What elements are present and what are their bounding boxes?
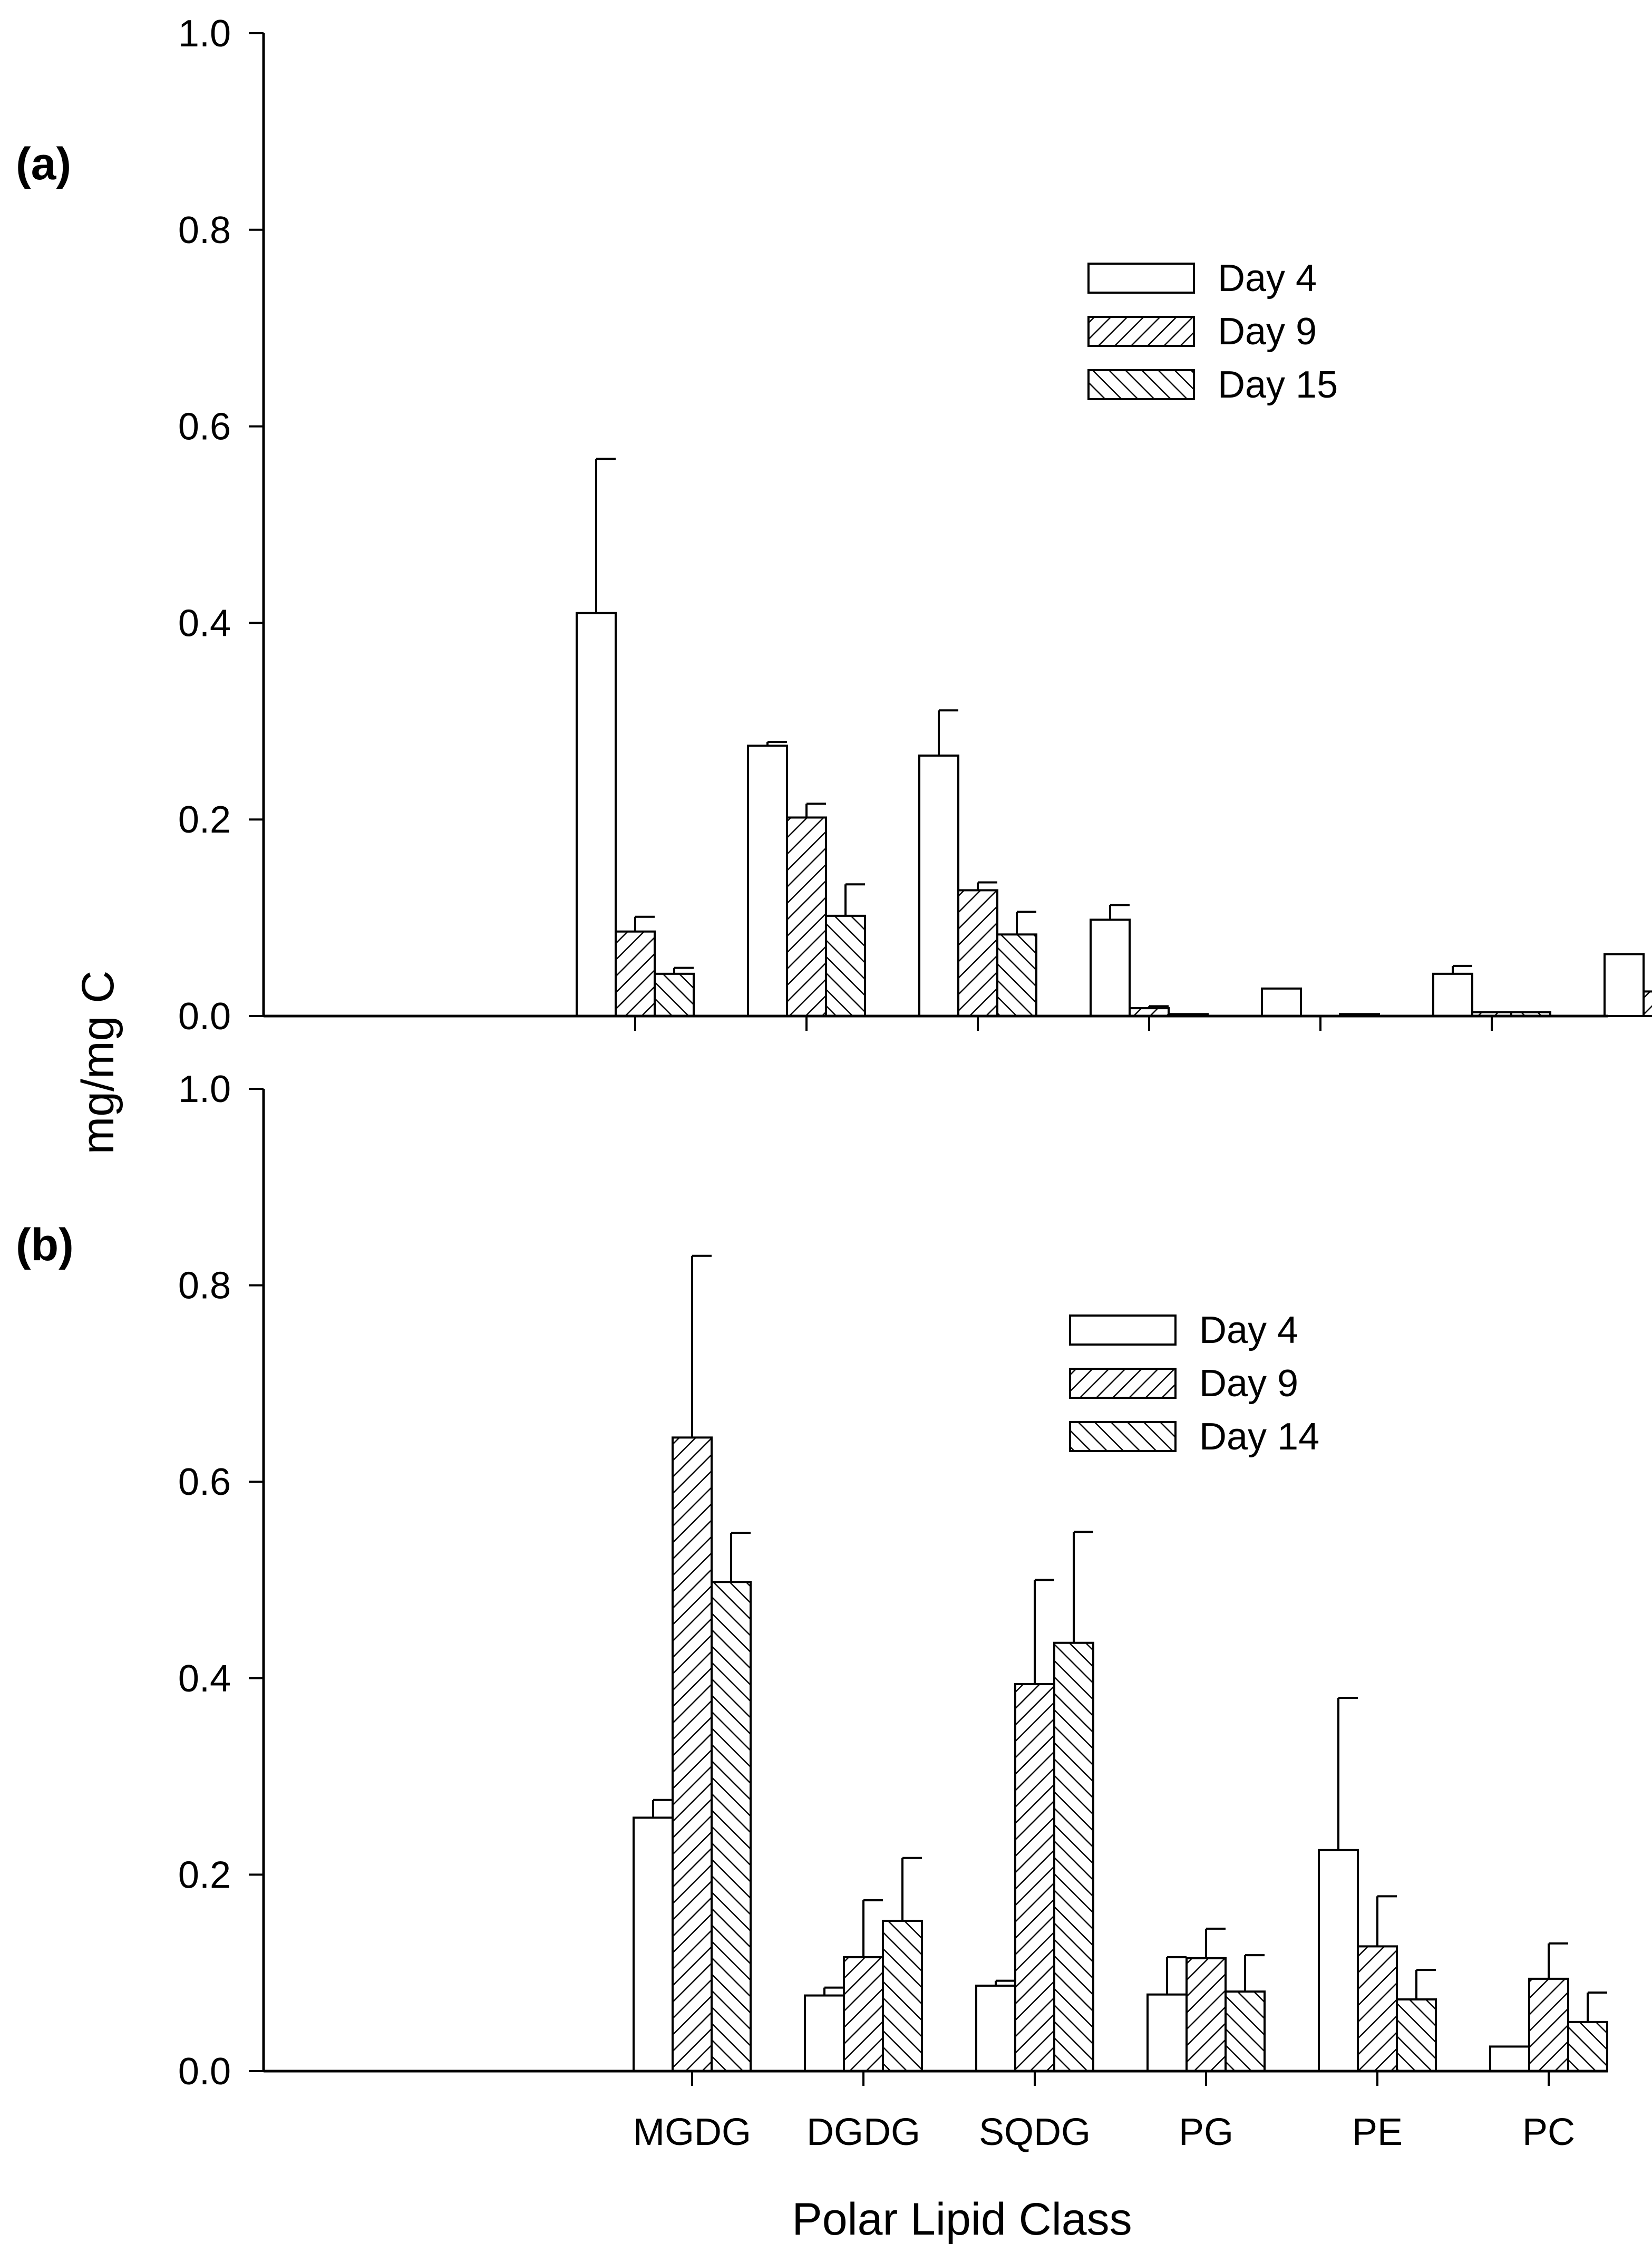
- panel-b-legend-swatch-day-9: [1069, 1368, 1177, 1399]
- panel-b-bar-pg-day-9: [1185, 1957, 1227, 2072]
- panel-a-y-tick-label: 0.0: [178, 995, 231, 1038]
- panel-b-y-tick-label: 0.2: [178, 1854, 231, 1896]
- panel-b-legend-label-day-14: Day 14: [1199, 1416, 1319, 1458]
- panel-a-y-tick-label: 0.4: [178, 602, 231, 644]
- panel-a-label: (a): [16, 139, 71, 189]
- panel-a-bar-dgts-day-4: [1604, 953, 1645, 1017]
- panel-b-bar-sqdg-day-4: [975, 1984, 1016, 2072]
- panel-b-bar-mgdg-day-14: [711, 1581, 752, 2073]
- x-axis-title: Polar Lipid Class: [792, 2194, 1132, 2245]
- panel-b-bar-pe-day-9: [1357, 1945, 1398, 2072]
- panel-b-legend-swatch-day-4: [1069, 1314, 1177, 1346]
- panel-b-bar-pc-day-9: [1528, 1977, 1569, 2072]
- panel-b-y-tick-label: 0.4: [178, 1658, 231, 1700]
- panel-b-chart: (b) 0.0 0.2 0.4 0.6 0.8 1.0 MGDG DGDG SQDG PG PE PC D…: [16, 1068, 1608, 2153]
- panel-a-legend-swatch-day-15: [1087, 369, 1195, 400]
- panel-b-y-tick-label: 0.8: [178, 1265, 231, 1307]
- panel-b-bar-sqdg-day-9: [1014, 1683, 1055, 2072]
- panel-a-legend-swatch-day-9: [1087, 316, 1195, 347]
- panel-b-legend-label-day-4: Day 4: [1199, 1309, 1298, 1351]
- panel-a-legend: Day 4 Day 9 Day 15: [1087, 257, 1338, 406]
- panel-a-bar-sqdg-day-4: [918, 755, 959, 1018]
- panel-a-bar-mgdg-day-9: [615, 930, 656, 1018]
- panel-a-bar-pe-day-4: [1261, 987, 1302, 1017]
- panel-a-bar-mgdg-day-15: [654, 972, 695, 1018]
- panel-b-bar-pc-day-14: [1567, 2021, 1608, 2073]
- panel-b-bar-pc-day-4: [1489, 2045, 1530, 2073]
- panel-b-category-label-pe: PE: [1352, 2111, 1403, 2153]
- panel-a-y-tick-label: 0.6: [178, 406, 231, 448]
- panel-a-legend-swatch-day-4: [1087, 263, 1195, 294]
- panel-a-y-tick-label: 0.2: [178, 799, 231, 841]
- panel-b-bar-mgdg-day-4: [633, 1816, 674, 2072]
- panel-a-y-tick-label: 0.8: [178, 209, 231, 252]
- panel-b-bar-pe-day-14: [1396, 1998, 1437, 2072]
- panel-b-bar-pg-day-4: [1146, 1993, 1188, 2073]
- panel-a-bar-mgdg-day-4: [576, 612, 617, 1017]
- panel-b-bar-pe-day-4: [1318, 1849, 1359, 2072]
- panel-b-bar-mgdg-day-9: [672, 1436, 713, 2072]
- panel-b-bar-sqdg-day-14: [1053, 1641, 1094, 2072]
- panel-b-y-tick-label: 0.6: [178, 1461, 231, 1503]
- panel-b-legend: Day 4 Day 9 Day 14: [1069, 1309, 1319, 1458]
- y-axis-title: mg/mg C: [73, 971, 123, 1155]
- panel-b-bar-dgdg-day-9: [843, 1956, 884, 2073]
- panel-a-y-tick-label: 1.0: [178, 13, 231, 55]
- panel-b-bar-dgdg-day-4: [804, 1994, 845, 2073]
- panel-b-bar-dgdg-day-14: [882, 1919, 923, 2072]
- panel-b-category-label-pg: PG: [1179, 2111, 1233, 2153]
- panel-a-bar-sqdg-day-9: [957, 889, 998, 1017]
- panel-b-y-tick-label: 1.0: [178, 1068, 231, 1110]
- panel-a-bar-dgts-day-9: [1643, 990, 1652, 1018]
- panel-b-category-label-mgdg: MGDG: [633, 2111, 751, 2153]
- panel-a-legend-label-day-4: Day 4: [1218, 257, 1317, 299]
- panel-b-y-tick-label: 0.0: [178, 2051, 231, 2093]
- panel-a-bar-dgdg-day-15: [825, 914, 866, 1017]
- panel-a-bar-pc-day-4: [1432, 972, 1473, 1018]
- panel-a-legend-label-day-15: Day 15: [1218, 364, 1338, 406]
- panel-a-bar-dgdg-day-9: [786, 816, 827, 1018]
- panel-a-bar-sqdg-day-15: [996, 933, 1037, 1017]
- panel-b-category-label-sqdg: SQDG: [979, 2111, 1091, 2153]
- panel-b-bar-pg-day-14: [1225, 1990, 1266, 2072]
- panel-a-chart: (a) 0.0 0.2 0.4 0.6 0.8 1.0 Day 4 Day 9 Day 15: [16, 13, 1652, 1038]
- panel-a-bar-dgdg-day-4: [747, 745, 788, 1017]
- panel-b-legend-swatch-day-14: [1069, 1421, 1177, 1452]
- panel-a-bar-pg-day-4: [1090, 919, 1131, 1017]
- panel-a-legend-label-day-9: Day 9: [1218, 311, 1317, 353]
- panel-b-legend-label-day-9: Day 9: [1199, 1362, 1298, 1405]
- panel-b-category-label-dgdg: DGDG: [806, 2111, 920, 2153]
- panel-b-category-label-pc: PC: [1522, 2111, 1575, 2153]
- panel-b-label: (b): [16, 1220, 74, 1270]
